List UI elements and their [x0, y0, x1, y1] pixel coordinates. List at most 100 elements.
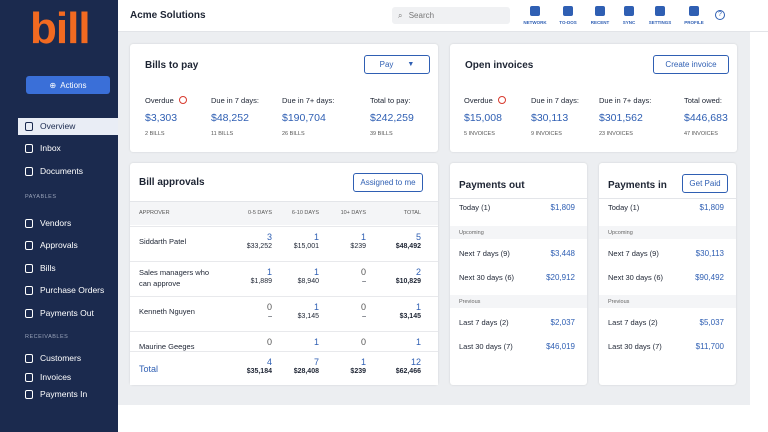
row-value: $30,113: [695, 249, 724, 258]
button-label: Create invoice: [665, 60, 717, 69]
nav-label: Documents: [40, 166, 83, 176]
toolbar-icon[interactable]: RECENT: [585, 4, 615, 28]
cell-amount: $48,492: [395, 243, 421, 250]
cell-count: 0: [266, 302, 272, 312]
icon-label: TO-DOS: [559, 20, 577, 25]
cell-amount: $10,829: [395, 278, 421, 285]
table-header-bg: [130, 201, 438, 225]
cell-count: 5: [415, 232, 421, 242]
nav-item[interactable]: Overview: [18, 118, 118, 135]
nav-item[interactable]: Purchase Orders: [18, 282, 118, 299]
cell-amount: –: [362, 313, 366, 320]
nav-item[interactable]: Bills: [18, 260, 118, 277]
cell-count: 1: [415, 337, 421, 347]
nav-icon: [25, 264, 33, 273]
stat-label: Due in 7 days:: [531, 96, 579, 105]
stat-value: $3,303: [145, 112, 178, 124]
main: Bills to pay Pay ▼ Overdue $3,303 2 BILLS Due …: [118, 32, 750, 405]
row-label: Last 7 days (2): [459, 318, 509, 327]
icon-glyph: [563, 6, 573, 16]
card-button[interactable]: Create invoice: [653, 55, 729, 74]
row-label: Today (1): [459, 203, 491, 212]
nav-icon: [25, 144, 33, 153]
cell-amount: $239: [350, 368, 366, 375]
icon-label: SETTINGS: [648, 20, 672, 25]
column-header: 10+ DAYS: [340, 210, 366, 216]
approver-name: Maurine Geeges: [139, 342, 195, 351]
total-bg: [130, 351, 438, 385]
column-header: TOTAL: [403, 210, 421, 216]
card-title: Open invoices: [465, 60, 534, 71]
nav-item[interactable]: Payments Out: [18, 305, 118, 322]
actions-button[interactable]: ⊕ Actions: [26, 76, 110, 94]
icon-label: RECENT: [590, 20, 610, 25]
stat-label: Due in 7 days:: [211, 96, 259, 105]
toolbar-icon[interactable]: SETTINGS: [645, 4, 675, 28]
cell-count: 1: [313, 302, 319, 312]
cell-count: 1: [415, 302, 421, 312]
nav-item[interactable]: Inbox: [18, 140, 118, 157]
stat-label: Total to pay:: [370, 96, 411, 105]
nav-item[interactable]: Customers: [18, 350, 118, 367]
toolbar-icon[interactable]: PROFILE: [679, 4, 709, 28]
nav-item[interactable]: Documents: [18, 163, 118, 180]
stat-value: $48,252: [211, 112, 249, 124]
row-value: $90,492: [695, 273, 724, 282]
icon-label: PROFILE: [684, 20, 704, 25]
card-button[interactable]: Get Paid: [682, 174, 728, 193]
stat-value: $301,562: [599, 112, 643, 124]
section-title: RECEIVABLES: [25, 334, 69, 340]
row-label: Next 7 days (9): [459, 249, 510, 258]
nav-item[interactable]: Approvals: [18, 237, 118, 254]
nav-item[interactable]: Payments In: [18, 386, 118, 403]
payments-in-card: Payments in Get Paid Today (1) $1,809 Upcomi…: [599, 163, 736, 385]
nav-item[interactable]: Invoices: [18, 369, 118, 386]
button-label: Assigned to me: [360, 178, 416, 187]
nav-icon: [25, 219, 33, 228]
nav-item[interactable]: Vendors: [18, 215, 118, 232]
row-value: $11,700: [695, 342, 724, 351]
divider: [599, 198, 736, 199]
cell-count: 1: [313, 232, 319, 242]
toolbar-icon[interactable]: NETWORK: [520, 4, 550, 28]
row-divider: [130, 261, 438, 262]
nav-label: Vendors: [40, 218, 72, 228]
cell-count: 0: [360, 337, 366, 347]
stat-label: Overdue: [464, 96, 493, 105]
card-button[interactable]: Pay ▼: [364, 55, 430, 74]
company-name: Acme Solutions: [130, 10, 206, 21]
card-title: Bills to pay: [145, 60, 199, 71]
stat-sub: 26 BILLS: [282, 131, 305, 137]
overdue-icon: [498, 96, 506, 104]
bill-approvals-card: Bill approvals Assigned to me APPROVER 0-5 …: [130, 163, 438, 385]
cell-amount: $1,889: [250, 278, 272, 285]
card-title: Payments in: [608, 180, 667, 191]
icon-glyph: [595, 6, 605, 16]
icon-label: NETWORK: [523, 20, 547, 25]
row-value: $1,809: [699, 203, 724, 212]
stat-label: Overdue: [145, 96, 174, 105]
card-title: Bill approvals: [139, 177, 205, 188]
stat-sub: 23 INVOICES: [599, 131, 633, 137]
stat-label: Due in 7+ days:: [282, 96, 335, 105]
button-label: Pay: [379, 60, 394, 69]
stat-sub: 39 BILLS: [370, 131, 393, 137]
row-value: $20,912: [546, 273, 575, 282]
search-box[interactable]: ⌕ Search: [392, 7, 510, 24]
row-divider: [130, 331, 438, 332]
button-label: Get Paid: [689, 179, 721, 188]
help-icon[interactable]: ?: [715, 10, 725, 20]
toolbar-icon[interactable]: SYNC: [614, 4, 644, 28]
group-band: Previous: [599, 295, 736, 308]
card-button[interactable]: Assigned to me: [353, 173, 423, 192]
cell-count: 1: [313, 267, 319, 277]
divider: [450, 198, 587, 199]
nav-label: Invoices: [40, 372, 72, 382]
cell-count: 0: [360, 302, 366, 312]
stat-sub: 11 BILLS: [211, 131, 234, 137]
stat-sub: 47 INVOICES: [684, 131, 718, 137]
stat-value: $30,113: [531, 112, 569, 124]
row-label: Next 30 days (6): [608, 273, 664, 282]
toolbar-icon[interactable]: TO-DOS: [553, 4, 583, 28]
